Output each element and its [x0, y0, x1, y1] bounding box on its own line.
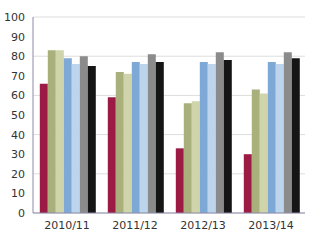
svg-text:2010/11: 2010/11: [44, 219, 90, 232]
svg-text:60: 60: [11, 89, 25, 102]
svg-text:80: 80: [11, 50, 25, 63]
svg-text:50: 50: [11, 109, 25, 122]
svg-text:10: 10: [11, 187, 25, 200]
svg-text:20: 20: [11, 168, 25, 181]
svg-text:2012/13: 2012/13: [180, 219, 226, 232]
svg-text:100: 100: [8, 11, 25, 24]
svg-text:2013/14: 2013/14: [248, 219, 294, 232]
svg-text:70: 70: [11, 70, 25, 83]
svg-text:30: 30: [11, 148, 25, 161]
svg-text:40: 40: [11, 129, 25, 142]
svg-text:0: 0: [18, 207, 25, 220]
svg-text:90: 90: [11, 31, 25, 44]
svg-text:2011/12: 2011/12: [112, 219, 158, 232]
